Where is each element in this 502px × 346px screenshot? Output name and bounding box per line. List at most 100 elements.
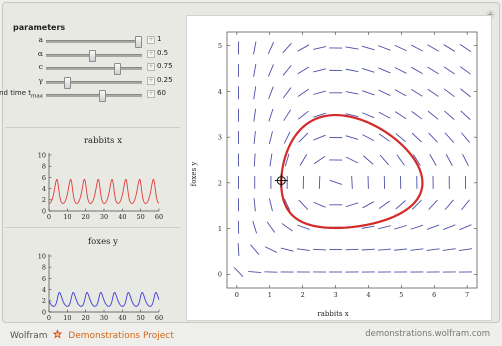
slider-track[interactable] xyxy=(46,63,142,75)
foxes-x-tick-label: 40 xyxy=(118,314,126,322)
direction-field-segment xyxy=(410,66,423,75)
footer-url[interactable]: demonstrations.wolfram.com xyxy=(365,329,490,339)
foxes-x-tick-label: 60 xyxy=(155,314,163,322)
direction-field-segment xyxy=(266,221,276,233)
direction-field-segment xyxy=(264,246,277,253)
direction-field-segment xyxy=(253,41,257,55)
direction-field-segment xyxy=(297,110,309,120)
direction-field-segment xyxy=(282,87,292,99)
foxes-plot-title: foxes y xyxy=(88,237,118,247)
direction-field-segment xyxy=(443,88,455,98)
slider-value: 0.25 xyxy=(157,75,173,84)
direction-field-segment xyxy=(410,224,424,230)
direction-field-segment xyxy=(426,224,440,230)
slider-row: c +0.75 xyxy=(13,61,173,75)
slider-expand-button[interactable]: + xyxy=(147,49,155,58)
direction-field-segment xyxy=(462,153,469,167)
direction-field-segment xyxy=(428,132,438,143)
phase-x-tick-label: 7 xyxy=(465,291,469,299)
direction-field-segment xyxy=(395,133,406,143)
direction-field-segment xyxy=(313,68,326,73)
direction-field-segment xyxy=(268,86,274,100)
direction-field-segment xyxy=(394,224,407,230)
direction-field-segment xyxy=(378,200,390,209)
foxes-y-tick-label: 2 xyxy=(42,297,46,305)
slider-label: c xyxy=(38,62,43,71)
phase-y-tick-label: 3 xyxy=(218,134,222,142)
slider-expand-button[interactable]: + xyxy=(147,76,155,85)
direction-field-segment xyxy=(459,66,472,75)
slider-thumb[interactable] xyxy=(114,63,122,75)
direction-field-segment xyxy=(361,90,375,96)
orbit-curve xyxy=(280,113,424,230)
direction-field-segment xyxy=(396,154,405,166)
slider-thumb[interactable] xyxy=(64,76,72,89)
expand-icon[interactable]: + xyxy=(486,10,495,19)
phase-x-tick-label: 1 xyxy=(268,291,272,299)
direction-field-segment xyxy=(268,64,274,77)
direction-field-segment xyxy=(313,46,327,50)
direction-field-segment xyxy=(345,156,359,164)
slider-track[interactable] xyxy=(46,36,143,48)
direction-field-segment xyxy=(378,67,391,74)
slider-track[interactable] xyxy=(46,90,142,102)
demonstration-window: + parameters a +1 α +0.5 c +0.75 γ +0.25 end tim… xyxy=(0,2,500,323)
slider-expand-button[interactable]: + xyxy=(147,36,155,44)
slider-expand-button[interactable]: + xyxy=(147,63,155,71)
direction-field-segment xyxy=(394,67,407,74)
footer-brand[interactable]: Wolfram Demonstrations Project xyxy=(10,329,174,341)
direction-field-segment xyxy=(329,179,343,185)
direction-field-segment xyxy=(280,247,294,252)
direction-field-segment xyxy=(460,88,471,98)
divider xyxy=(5,127,180,128)
direction-field-segment xyxy=(313,201,326,208)
direction-field-segment xyxy=(394,44,407,52)
slider-expand-button[interactable]: + xyxy=(147,90,155,98)
direction-field-segment xyxy=(361,248,375,251)
rabbits-y-tick-label: 2 xyxy=(42,196,46,204)
direction-field-segment xyxy=(253,86,257,100)
direction-field-segment xyxy=(345,46,359,50)
direction-field-segment xyxy=(268,108,274,122)
direction-field-segment xyxy=(361,225,375,229)
direction-field-segment xyxy=(268,131,273,145)
direction-field-segment xyxy=(268,198,273,212)
direction-field-segment xyxy=(427,88,439,97)
slider-thumb[interactable] xyxy=(89,49,97,62)
direction-field-segment xyxy=(445,154,453,166)
phase-x-tick-label: 3 xyxy=(333,291,337,299)
direction-field-segment xyxy=(443,66,455,75)
direction-field-segment xyxy=(297,44,310,52)
direction-field-segment xyxy=(253,108,257,122)
slider-thumb[interactable] xyxy=(135,36,143,48)
controls-panel: parameters a +1 α +0.5 c +0.75 γ +0.25 end time … xyxy=(0,23,173,102)
phase-x-tick-label: 0 xyxy=(235,291,239,299)
direction-field-segment xyxy=(378,45,391,51)
slider-track[interactable] xyxy=(46,76,142,89)
direction-field-segment xyxy=(411,199,422,210)
slider-track[interactable] xyxy=(46,49,142,62)
direction-field-segment xyxy=(394,89,407,97)
foxes-y-tick-label: 0 xyxy=(42,308,46,316)
rabbits-y-tick-label: 8 xyxy=(42,163,46,171)
phase-x-tick-label: 6 xyxy=(432,291,436,299)
rabbits-y-tick-label: 6 xyxy=(42,174,46,182)
direction-field-segment xyxy=(378,111,391,119)
direction-field-segment xyxy=(377,248,391,251)
direction-field-segment xyxy=(297,88,309,97)
direction-field-segment xyxy=(394,111,407,120)
slider-row: γ +0.25 xyxy=(13,75,173,89)
slider-thumb[interactable] xyxy=(98,90,106,102)
foxes-x-tick-label: 10 xyxy=(63,314,71,322)
phase-plot-panel: rabbits x foxes y 0 1 2 3 4 5 6 7 0 1 2 3 4 5 xyxy=(186,15,492,321)
direction-field-segment xyxy=(313,90,326,95)
initial-point-locator-icon[interactable] xyxy=(274,174,288,188)
direction-field-segment xyxy=(459,224,472,231)
direction-field-segment xyxy=(443,44,456,52)
slider-row: end time tmax +60 xyxy=(0,88,173,102)
slider-label: end time tmax xyxy=(0,89,43,100)
direction-field-segment xyxy=(345,68,359,72)
phase-portrait: rabbits x foxes y 0 1 2 3 4 5 6 7 0 1 2 3 4 5 xyxy=(190,31,478,318)
